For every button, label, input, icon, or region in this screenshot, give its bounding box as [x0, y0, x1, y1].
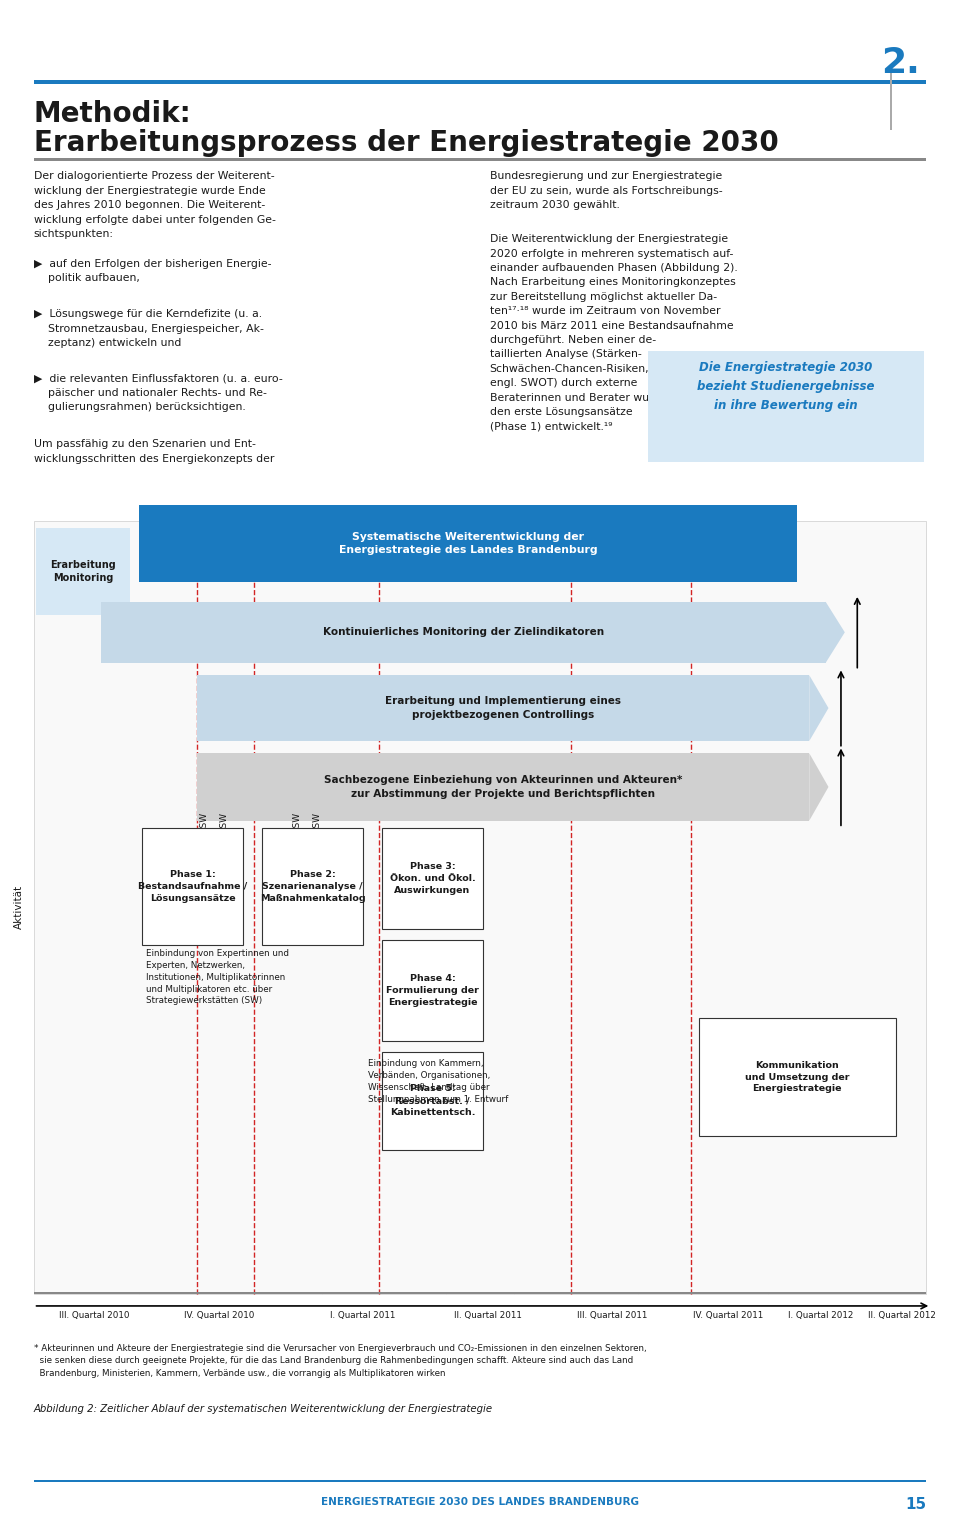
- Text: I. Quartal 2012: I. Quartal 2012: [788, 1311, 853, 1320]
- Bar: [382, 828, 483, 929]
- Text: Erarbeitung
Monitoring: Erarbeitung Monitoring: [50, 560, 116, 583]
- Text: IV. Quartal 2011: IV. Quartal 2011: [692, 1311, 763, 1320]
- Bar: [139, 505, 797, 582]
- Bar: [382, 940, 483, 1041]
- Text: II. Quartal 2012: II. Quartal 2012: [869, 1311, 936, 1320]
- Text: II. Quartal 2011: II. Quartal 2011: [454, 1311, 521, 1320]
- Text: Einbindung von Expertinnen und
Experten, Netzwerken,
Institutionen, Multiplikato: Einbindung von Expertinnen und Experten,…: [146, 949, 289, 1006]
- Text: Phase 1:
Bestandsaufnahme /
Lösungsansätze: Phase 1: Bestandsaufnahme / Lösungsansät…: [138, 870, 247, 903]
- Bar: [648, 351, 924, 462]
- Text: Die Energiestrategie 2030
bezieht Studienergebnisse
in ihre Bewertung ein: Die Energiestrategie 2030 bezieht Studie…: [697, 361, 875, 412]
- Text: III. Quartal 2010: III. Quartal 2010: [59, 1311, 130, 1320]
- Text: Sachbezogene Einbeziehung von Akteurinnen und Akteuren*
zur Abstimmung der Proje: Sachbezogene Einbeziehung von Akteurinne…: [324, 775, 683, 799]
- Text: Phase 3:
Ökon. und Ökol.
Auswirkungen: Phase 3: Ökon. und Ökol. Auswirkungen: [390, 862, 475, 896]
- Bar: [142, 828, 243, 945]
- Text: 2.: 2.: [881, 46, 920, 80]
- Bar: [197, 675, 809, 741]
- Text: IV. Quartal 2010: IV. Quartal 2010: [183, 1311, 254, 1320]
- Bar: [34, 80, 926, 84]
- Bar: [34, 1292, 926, 1294]
- Text: Phase 5:
Ressortabst. /
Kabinettentsch.: Phase 5: Ressortabst. / Kabinettentsch.: [390, 1084, 475, 1118]
- Text: Erarbeitungsprozess der Energiestrategie 2030: Erarbeitungsprozess der Energiestrategie…: [34, 129, 779, 156]
- Polygon shape: [809, 753, 828, 821]
- Text: III. Quartal 2011: III. Quartal 2011: [577, 1311, 648, 1320]
- Bar: [34, 1479, 926, 1482]
- Text: Phase 2:
Szenarienanalyse /
Maßnahmenkatalog: Phase 2: Szenarienanalyse / Maßnahmenkat…: [259, 870, 366, 903]
- Bar: [262, 828, 363, 945]
- Text: 4. SW: 4. SW: [313, 813, 323, 839]
- Text: Kommunikation
und Umsetzung der
Energiestrategie: Kommunikation und Umsetzung der Energies…: [745, 1061, 850, 1093]
- Text: Erarbeitung und Implementierung eines
projektbezogenen Controllings: Erarbeitung und Implementierung eines pr…: [385, 697, 621, 720]
- Text: ▶  die relevanten Einflussfaktoren (u. a. euro-
    päischer und nationaler Rech: ▶ die relevanten Einflussfaktoren (u. a.…: [34, 374, 282, 412]
- Text: Um passfähig zu den Szenarien und Ent-
wicklungsschritten des Energiekonzepts de: Um passfähig zu den Szenarien und Ent- w…: [34, 439, 274, 464]
- Bar: [34, 158, 926, 161]
- Bar: [382, 1052, 483, 1150]
- Text: 3. SW: 3. SW: [293, 813, 302, 839]
- Bar: [197, 753, 809, 821]
- Bar: [699, 1018, 896, 1136]
- Polygon shape: [826, 602, 845, 663]
- Bar: [34, 521, 926, 1294]
- Text: Der dialogorientierte Prozess der Weiterent-
wicklung der Energiestrategie wurde: Der dialogorientierte Prozess der Weiter…: [34, 171, 276, 239]
- Bar: [890, 72, 892, 130]
- Text: Die Weiterentwicklung der Energiestrategie
2020 erfolgte in mehreren systematisc: Die Weiterentwicklung der Energiestrateg…: [490, 234, 737, 432]
- Text: ▶  auf den Erfolgen der bisherigen Energie-
    politik aufbauen,: ▶ auf den Erfolgen der bisherigen Energi…: [34, 259, 271, 283]
- Text: Kontinuierliches Monitoring der Zielindikatoren: Kontinuierliches Monitoring der Zielindi…: [323, 628, 604, 637]
- Bar: [101, 602, 826, 663]
- Text: 15: 15: [905, 1497, 926, 1513]
- Polygon shape: [809, 675, 828, 741]
- Text: Bundesregierung und zur Energiestrategie
der EU zu sein, wurde als Fortschreibun: Bundesregierung und zur Energiestrategie…: [490, 171, 722, 210]
- Text: Aktivität: Aktivität: [14, 885, 24, 929]
- Text: Abbildung 2: Zeitlicher Ablauf der systematischen Weiterentwicklung der Energies: Abbildung 2: Zeitlicher Ablauf der syste…: [34, 1404, 492, 1415]
- Text: * Akteurinnen und Akteure der Energiestrategie sind die Verursacher von Energiev: * Akteurinnen und Akteure der Energiestr…: [34, 1344, 646, 1378]
- Text: Systematische Weiterentwicklung der
Energiestrategie des Landes Brandenburg: Systematische Weiterentwicklung der Ener…: [339, 531, 597, 556]
- Text: ENERGIESTRATEGIE 2030 DES LANDES BRANDENBURG: ENERGIESTRATEGIE 2030 DES LANDES BRANDEN…: [321, 1497, 639, 1508]
- Text: 2. SW: 2. SW: [220, 813, 229, 839]
- Text: Methodik:: Methodik:: [34, 100, 191, 127]
- Bar: [36, 528, 130, 615]
- Text: Einbindung von Kammern,
Verbänden, Organisationen,
Wissenschaft, Landtag über
St: Einbindung von Kammern, Verbänden, Organ…: [368, 1059, 508, 1104]
- Text: I. Quartal 2011: I. Quartal 2011: [330, 1311, 396, 1320]
- Text: 1. SW: 1. SW: [200, 813, 209, 839]
- Text: Phase 4:
Formulierung der
Energiestrategie: Phase 4: Formulierung der Energiestrateg…: [386, 974, 479, 1007]
- Text: ▶  Lösungswege für die Kerndefizite (u. a.
    Stromnetzausbau, Energiespeicher,: ▶ Lösungswege für die Kerndefizite (u. a…: [34, 309, 263, 348]
